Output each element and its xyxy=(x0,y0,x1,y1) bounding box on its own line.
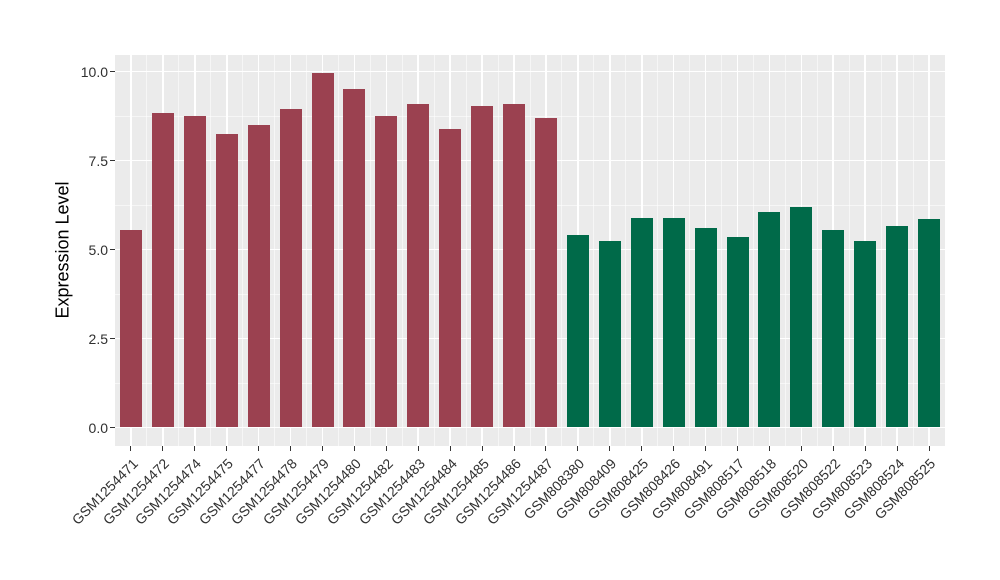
bar-GSM1254484 xyxy=(439,128,462,428)
bar-GSM808523 xyxy=(854,240,877,428)
x-tick-mark xyxy=(641,446,643,451)
bar-GSM1254479 xyxy=(311,73,334,428)
gridline-minor-v xyxy=(593,55,595,446)
gridline-minor-v xyxy=(465,55,467,446)
gridline-minor-v xyxy=(178,55,180,446)
bar-GSM1254486 xyxy=(503,103,526,428)
y-tick-label: 7.5 xyxy=(88,152,108,169)
x-tick-mark xyxy=(896,446,898,451)
x-tick-mark xyxy=(737,446,738,451)
bar-GSM808491 xyxy=(694,228,717,428)
bar-GSM1254482 xyxy=(375,116,398,428)
x-tick-mark xyxy=(513,446,515,451)
bar-GSM1254472 xyxy=(151,112,174,428)
gridline-minor-v xyxy=(306,55,308,446)
gridline-minor-v xyxy=(497,55,499,446)
x-tick-mark xyxy=(258,446,260,451)
y-tick-label: 2.5 xyxy=(88,330,108,347)
x-tick-mark xyxy=(130,446,132,451)
bar-GSM808517 xyxy=(726,237,749,428)
gridline-minor-v xyxy=(657,55,659,446)
gridline-minor-v xyxy=(625,55,627,446)
gridline-minor-v xyxy=(210,55,212,446)
x-tick-mark xyxy=(545,446,547,451)
gridline-minor-v xyxy=(401,55,403,446)
bar-GSM1254471 xyxy=(119,230,142,428)
gridline-major-h xyxy=(115,70,945,73)
bar-GSM1254475 xyxy=(215,133,238,428)
gridline-minor-v xyxy=(274,55,276,446)
x-tick-mark xyxy=(162,446,164,451)
bar-GSM1254483 xyxy=(407,103,430,428)
gridline-minor-v xyxy=(880,55,882,446)
y-tick-mark xyxy=(110,249,115,251)
x-tick-mark xyxy=(194,446,196,451)
gridline-minor-v xyxy=(561,55,563,446)
gridline-minor-v xyxy=(848,55,850,446)
bar-GSM808522 xyxy=(822,230,845,428)
bar-GSM1254477 xyxy=(247,125,270,428)
x-tick-mark xyxy=(481,446,483,451)
x-tick-mark xyxy=(449,446,451,451)
gridline-minor-v xyxy=(433,55,435,446)
gridline-minor-v xyxy=(529,55,531,446)
bar-GSM808524 xyxy=(886,226,909,428)
gridline-minor-v xyxy=(242,55,244,446)
x-tick-mark xyxy=(577,446,579,451)
bar-GSM1254474 xyxy=(183,116,206,428)
x-tick-mark xyxy=(353,446,355,451)
gridline-minor-v xyxy=(369,55,371,446)
x-tick-mark xyxy=(385,446,387,451)
gridline-major-h xyxy=(115,426,945,429)
bar-GSM808409 xyxy=(598,240,621,428)
x-tick-mark xyxy=(800,446,802,451)
x-tick-mark xyxy=(673,446,675,451)
x-tick-mark xyxy=(290,446,292,451)
y-tick-label: 10.0 xyxy=(80,63,108,80)
gridline-minor-v xyxy=(752,55,754,446)
gridline-major-h xyxy=(115,159,945,162)
y-tick-label: 0.0 xyxy=(88,419,108,436)
x-tick-mark xyxy=(705,446,707,451)
x-tick-mark xyxy=(928,446,930,451)
y-tick-mark xyxy=(110,427,115,428)
bar-GSM1254487 xyxy=(534,117,557,428)
bar-GSM1254480 xyxy=(343,89,366,428)
x-tick-mark xyxy=(864,446,866,451)
x-tick-mark xyxy=(322,446,323,451)
gridline-minor-v xyxy=(146,55,148,446)
bar-GSM808520 xyxy=(790,206,813,428)
x-tick-mark xyxy=(768,446,770,451)
gridline-minor-v xyxy=(689,55,691,446)
y-tick-mark xyxy=(110,338,115,340)
y-tick-mark xyxy=(110,160,115,162)
bar-GSM808426 xyxy=(662,217,685,428)
bar-GSM808518 xyxy=(758,212,781,428)
bar-GSM808380 xyxy=(566,235,589,428)
x-tick-mark xyxy=(609,446,611,451)
y-tick-label: 5.0 xyxy=(88,241,108,258)
gridline-minor-v xyxy=(912,55,914,446)
gridline-minor-v xyxy=(337,55,339,446)
bar-GSM1254478 xyxy=(279,109,302,428)
x-tick-mark xyxy=(226,446,228,451)
bar-GSM808525 xyxy=(918,219,941,428)
bar-GSM1254485 xyxy=(471,105,494,428)
gridline-major-h xyxy=(115,337,945,340)
gridline-minor-v xyxy=(816,55,818,446)
bar-GSM808425 xyxy=(630,217,653,428)
x-tick-mark xyxy=(417,446,419,451)
plot-panel xyxy=(115,55,945,446)
y-tick-mark xyxy=(110,71,115,73)
x-tick-mark xyxy=(832,446,834,451)
gridline-minor-v xyxy=(784,55,786,446)
gridline-major-h xyxy=(115,248,945,251)
gridline-minor-v xyxy=(721,55,723,446)
